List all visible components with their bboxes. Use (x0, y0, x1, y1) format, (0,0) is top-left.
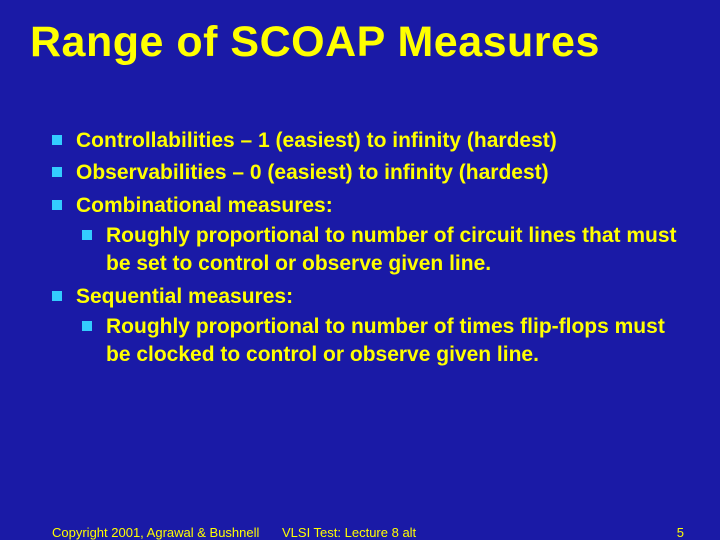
slide-body: Controllabilities – 1 (easiest) to infin… (52, 127, 680, 370)
bullet-item: Combinational measures: Roughly proporti… (52, 192, 680, 279)
bullet-item: Sequential measures: Roughly proportiona… (52, 283, 680, 370)
slide-title: Range of SCOAP Measures (30, 18, 720, 67)
bullet-list: Controllabilities – 1 (easiest) to infin… (52, 127, 680, 370)
bullet-item: Controllabilities – 1 (easiest) to infin… (52, 127, 680, 155)
footer-lecture: VLSI Test: Lecture 8 alt (282, 525, 582, 540)
sub-bullet-item: Roughly proportional to number of circui… (82, 222, 680, 279)
sub-bullet-list: Roughly proportional to number of times … (82, 313, 680, 370)
footer-copyright: Copyright 2001, Agrawal & Bushnell (52, 525, 282, 540)
bullet-text: Sequential measures: (76, 285, 293, 308)
slide-footer: Copyright 2001, Agrawal & Bushnell VLSI … (0, 525, 720, 540)
bullet-item: Observabilities – 0 (easiest) to infinit… (52, 159, 680, 187)
bullet-text: Combinational measures: (76, 194, 333, 217)
footer-page-number: 5 (677, 525, 684, 540)
sub-bullet-item: Roughly proportional to number of times … (82, 313, 680, 370)
sub-bullet-list: Roughly proportional to number of circui… (82, 222, 680, 279)
